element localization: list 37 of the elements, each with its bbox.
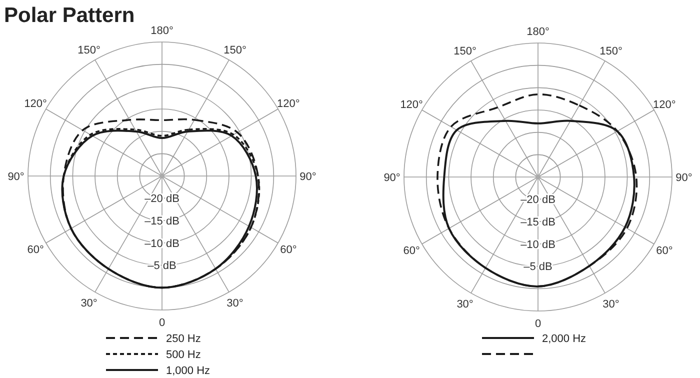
spoke-label: 60° — [280, 244, 297, 256]
y-tick-label: –5 dB — [524, 261, 552, 274]
spoke-label: 120° — [400, 98, 423, 111]
spoke-label: 30° — [80, 297, 98, 310]
y-tick-label: –10 dB — [520, 238, 556, 251]
spoke-label: 90° — [676, 172, 692, 184]
spoke-label: 30° — [602, 298, 620, 310]
chart-title: Polar Pattern — [4, 4, 135, 27]
spoke-label: 0 — [534, 318, 542, 330]
spoke-label: 90° — [384, 172, 400, 184]
spoke-label: 30° — [456, 298, 474, 310]
spoke-label: 180° — [526, 26, 550, 38]
y-tick-label: –10 dB — [144, 238, 180, 250]
y-tick-label: –5 dB — [148, 260, 176, 272]
legend-label: 2,000 Hz — [542, 332, 586, 345]
spoke-label: 30° — [226, 297, 244, 310]
y-tick-label: –20 dB — [144, 193, 180, 206]
y-tick-label: –20 dB — [520, 194, 556, 206]
spoke-label: 150° — [454, 45, 476, 58]
spoke-label: 150° — [224, 44, 246, 56]
spoke-label: 180° — [150, 24, 174, 37]
y-tick-label: –15 dB — [144, 216, 180, 228]
spoke-label: 120° — [24, 98, 47, 110]
legend-label: 250 Hz — [166, 332, 201, 345]
spoke-label: 60° — [656, 244, 673, 257]
spoke-label: 120° — [653, 98, 676, 111]
legend-label: 1,000 Hz — [166, 364, 210, 377]
spoke-label: 90° — [8, 170, 24, 183]
spoke-label: 60° — [27, 244, 44, 256]
spoke-label: 150° — [600, 45, 622, 58]
spoke-label: 120° — [277, 98, 300, 110]
spoke-label: 90° — [300, 170, 316, 183]
y-tick-label: –15 dB — [520, 216, 556, 229]
legend-label: 500 Hz — [166, 348, 201, 361]
spoke-label: 150° — [78, 44, 100, 56]
spoke-label: 60° — [403, 244, 420, 257]
spoke-label: 0 — [158, 316, 166, 329]
